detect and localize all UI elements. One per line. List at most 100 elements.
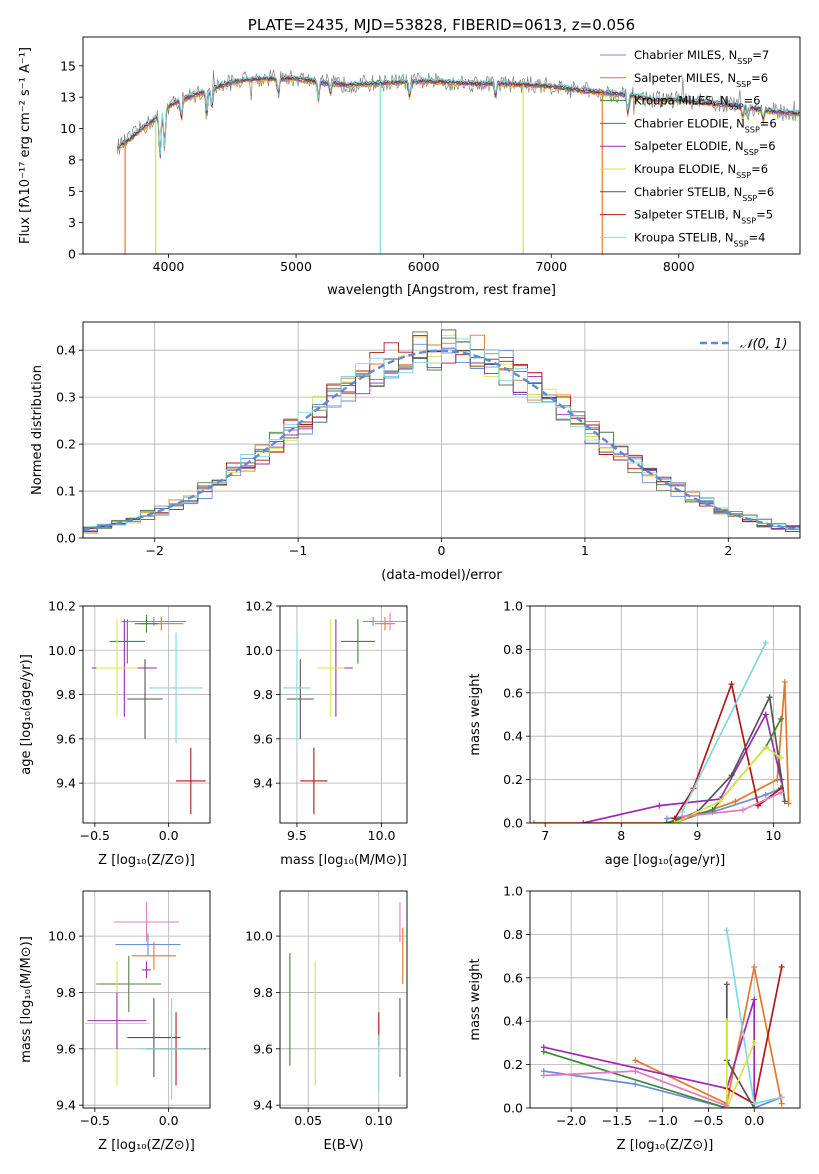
weight-series-point xyxy=(663,820,670,823)
plot-area xyxy=(83,329,800,538)
residuals-x-label: (data-model)/error xyxy=(381,568,502,583)
weight-series-point xyxy=(778,1094,785,1101)
x-tick-label: 0.10 xyxy=(365,1113,393,1128)
weight-series-point xyxy=(762,711,769,718)
x-tick-label: 4000 xyxy=(153,259,185,274)
legend-entry-sub: SSP xyxy=(744,148,759,157)
y-tick-label: 10.0 xyxy=(245,643,273,658)
weight-series-point xyxy=(723,927,730,934)
weight-series-line xyxy=(533,681,790,823)
weight-series-point xyxy=(728,681,735,688)
legend-entry-count: =6 xyxy=(759,139,776,153)
axes-frame xyxy=(82,36,801,255)
x-tick-label: 0.0 xyxy=(744,1113,764,1128)
y-tick-label: 5 xyxy=(68,184,76,199)
legend-entry-label: Kroupa ELODIE, N xyxy=(634,162,736,176)
legend-entry: Salpeter MILES, NSSP=6 xyxy=(634,71,768,89)
y-tick-label: 13 xyxy=(60,90,76,105)
plot-area xyxy=(117,69,800,254)
x-tick-label: −2.0 xyxy=(556,1113,586,1128)
weight-series-point xyxy=(777,715,784,722)
weight-series-point xyxy=(632,1068,639,1075)
x-tick-label: 8 xyxy=(617,828,625,843)
residual-histogram xyxy=(83,338,800,538)
y-tick-label: 9.6 xyxy=(56,731,76,746)
y-tick-label: 0.0 xyxy=(503,1101,523,1116)
legend-entry-sub: SSP xyxy=(729,102,744,111)
legend-entry-sub: SSP xyxy=(741,216,756,225)
legend-entry: Chabrier STELIB, NSSP=6 xyxy=(634,185,774,203)
legend-entry-count: =7 xyxy=(752,48,769,62)
y-tick-label: 0.2 xyxy=(503,772,523,787)
y-tick-label: 10.2 xyxy=(245,599,273,614)
plot-area xyxy=(91,614,206,815)
weight-series-point xyxy=(751,996,758,1003)
legend-entry-count: =4 xyxy=(749,230,766,244)
x-tick-label: 7 xyxy=(541,828,549,843)
legend-entry-sub: SSP xyxy=(736,79,751,88)
x-tick-label: −2 xyxy=(145,543,163,558)
weight-series-line xyxy=(673,681,782,820)
y-tick-label: 0.3 xyxy=(56,390,76,405)
weight-series-point xyxy=(766,694,773,701)
legend-entry-label: Kroupa STELIB, N xyxy=(634,230,734,244)
x-tick-label: −1.5 xyxy=(602,1113,632,1128)
weight-age-x-label: age [log₁₀(age/yr)] xyxy=(605,853,726,868)
y-tick-label: 9.8 xyxy=(56,687,76,702)
y-tick-label: 1.0 xyxy=(503,884,523,899)
plot-area xyxy=(84,902,206,1100)
legend-entry-label: Chabrier ELODIE, N xyxy=(634,116,745,130)
y-tick-label: 0.4 xyxy=(503,1014,523,1029)
y-tick-label: 9.8 xyxy=(56,985,76,1000)
panel-weight-Z: −2.0 −1.5 −1.0 −0.5 0.0 0.0 0.2 0.4 0.6 0.8 1.0 Z [… xyxy=(468,884,801,1153)
legend-entry: Salpeter STELIB, NSSP=5 xyxy=(634,208,773,226)
panel-age-mass: 9.5 10.0 9.4 9.6 9.8 10.0 10.2 mass [log₁₀(M/M⊙… xyxy=(245,599,408,868)
legend-entry-count: =6 xyxy=(744,94,761,108)
y-tick-label: 0.6 xyxy=(503,970,523,985)
weight-series-point xyxy=(723,1018,730,1025)
weight-series-point xyxy=(781,678,788,685)
x-tick-label: 9 xyxy=(693,828,701,843)
axes-frame xyxy=(279,890,408,1109)
y-tick-label: 9.4 xyxy=(56,1098,76,1113)
legend-entry-count: =6 xyxy=(751,71,768,85)
x-tick-label: 0.05 xyxy=(294,1113,322,1128)
legend-entry-label: Salpeter ELODIE, N xyxy=(634,139,744,153)
legend-entry-sub: SSP xyxy=(736,171,751,180)
spectrum-y-label-part: Flux [fλ10⁻¹⁷ erg cm⁻² s⁻¹ A⁻¹] xyxy=(18,47,33,244)
legend-entry: Chabrier MILES, NSSP=7 xyxy=(634,48,769,66)
weight-age-y-label: mass weight xyxy=(468,673,483,755)
weight-series-point xyxy=(762,791,769,798)
weight-series-point xyxy=(739,806,746,813)
weight-series-point xyxy=(778,1100,785,1107)
panel-weight-age: 7 8 9 10 0.0 0.2 0.4 0.6 0.8 1.0 age [log₁₀(age/yr… xyxy=(468,599,801,868)
spectrum-x-label: wavelength [Angstrom, rest frame] xyxy=(327,283,556,298)
gaussian-curve xyxy=(83,349,798,531)
x-tick-label: 6000 xyxy=(408,259,440,274)
weight-series-line xyxy=(543,1050,755,1108)
x-tick-label: 1 xyxy=(581,543,589,558)
x-tick-label: −0.5 xyxy=(693,1113,723,1128)
spectrum-legend: Chabrier MILES, NSSP=7 Salpeter MILES, NS… xyxy=(600,48,777,248)
axes-frame xyxy=(82,890,211,1109)
weight-Z-x-label: Z [log₁₀(Z/Z⊙)] xyxy=(617,1138,714,1153)
legend-entry-sub: SSP xyxy=(745,125,760,134)
y-tick-label: 10.0 xyxy=(48,643,76,658)
massZ-y-label: mass [log₁₀(M/M⊙)] xyxy=(19,936,34,1063)
panel-mass-EBV: 0.05 0.10 9.4 9.6 9.8 10.0 E(B-V) xyxy=(245,890,408,1153)
y-tick-label: 9.4 xyxy=(56,776,76,791)
legend-entry-sub: SSP xyxy=(734,239,749,248)
legend-entry: Kroupa STELIB, NSSP=4 xyxy=(634,230,765,248)
x-tick-label: 0 xyxy=(438,543,446,558)
axes-frame xyxy=(82,321,801,539)
x-tick-label: −0.5 xyxy=(80,828,110,843)
y-tick-label: 0.0 xyxy=(56,531,76,546)
spectrum-model-line xyxy=(117,74,800,156)
panel-spectrum: 4000 5000 6000 7000 8000 0 3 5 8 10 13 15 PLATE=2435… xyxy=(18,16,801,298)
x-tick-label: 10 xyxy=(765,828,781,843)
y-tick-label: 15 xyxy=(60,58,76,73)
ageZ-x-label: Z [log₁₀(Z/Z⊙)] xyxy=(98,853,195,868)
legend-entry: Chabrier ELODIE, NSSP=6 xyxy=(634,116,777,133)
legend-entry-label: Chabrier STELIB, N xyxy=(634,185,742,199)
plot-area xyxy=(530,639,792,823)
